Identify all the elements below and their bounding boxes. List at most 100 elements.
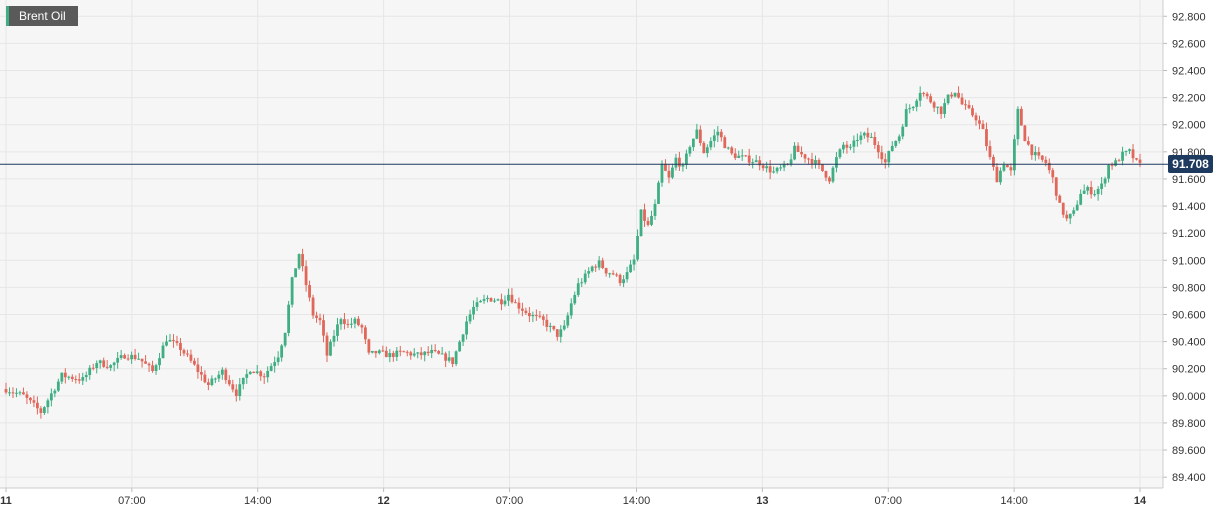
candle <box>402 350 406 353</box>
candle-body <box>625 272 629 280</box>
candle <box>559 325 563 343</box>
candle-body <box>758 160 762 166</box>
candle-body <box>1124 150 1128 152</box>
y-tick-label: 90.600 <box>1172 309 1206 321</box>
candle <box>869 132 873 138</box>
candle <box>1006 164 1009 168</box>
candle <box>1114 157 1117 167</box>
candle-body <box>507 294 510 301</box>
candle-body <box>691 138 695 148</box>
candle <box>234 384 238 402</box>
candle <box>667 164 671 184</box>
candle <box>370 350 374 354</box>
candle-body <box>992 156 995 167</box>
candle <box>754 154 758 163</box>
candle-body <box>730 147 734 154</box>
candle <box>346 319 350 329</box>
candle <box>1009 163 1013 176</box>
candle-body <box>210 378 214 385</box>
candle-body <box>639 209 643 237</box>
candle <box>53 388 57 398</box>
candle-body <box>573 294 577 304</box>
candle-body <box>908 108 912 110</box>
candle <box>350 317 353 329</box>
candle <box>531 311 535 323</box>
candle-body <box>705 147 709 154</box>
candle <box>939 105 943 119</box>
candle-body <box>807 158 810 160</box>
candle-body <box>370 350 374 353</box>
x-tick-label: 14:00 <box>244 495 272 507</box>
candle <box>109 364 113 371</box>
candle <box>1086 185 1090 195</box>
candle-body <box>1058 195 1062 203</box>
candle-body <box>629 264 632 273</box>
candle <box>995 163 999 183</box>
candle-body <box>42 407 46 413</box>
candle-body <box>922 92 926 94</box>
candle <box>1019 106 1023 126</box>
candle-body <box>800 151 803 155</box>
candle-body <box>915 100 919 107</box>
candle <box>702 141 706 154</box>
candle <box>210 375 214 387</box>
candle-body <box>287 304 291 333</box>
chart-title: Brent Oil <box>6 6 78 26</box>
candle <box>733 148 737 161</box>
candle <box>175 335 179 346</box>
candle <box>793 142 796 161</box>
candle-body <box>472 306 475 315</box>
x-tick-label: 07:00 <box>874 495 902 507</box>
candle <box>908 104 912 114</box>
candle-body <box>18 392 22 394</box>
candle <box>486 295 489 303</box>
candle-body <box>39 408 43 413</box>
candle <box>751 158 755 169</box>
y-tick-label: 92.000 <box>1172 120 1206 132</box>
candle <box>182 348 186 357</box>
candle-body <box>918 92 922 101</box>
candle <box>674 153 678 171</box>
candle-body <box>1128 149 1131 151</box>
candle-body <box>95 363 99 369</box>
candle <box>1075 200 1079 211</box>
candle-body <box>350 323 353 325</box>
candle <box>412 348 416 358</box>
candle-body <box>688 147 692 154</box>
x-tick-label: 14 <box>1134 495 1147 507</box>
candle-body <box>367 339 371 353</box>
candle-body <box>486 297 489 300</box>
candle-body <box>172 339 175 342</box>
candle-body <box>179 342 182 351</box>
candle-body <box>664 163 667 171</box>
candle-body <box>510 294 514 303</box>
candle <box>329 339 332 357</box>
candle-body <box>203 374 207 383</box>
candle <box>981 120 985 130</box>
candle-body <box>726 147 730 149</box>
candle-body <box>793 145 796 160</box>
candle <box>8 387 11 397</box>
candle-body <box>821 164 824 172</box>
candle-body <box>859 135 863 141</box>
candle <box>625 266 629 283</box>
candle <box>290 276 294 308</box>
candle <box>398 345 402 357</box>
candle <box>1016 106 1020 146</box>
candle-body <box>824 171 828 178</box>
candle-body <box>161 345 165 359</box>
candle <box>105 360 109 370</box>
candle <box>730 145 734 156</box>
candle <box>862 131 866 139</box>
candle <box>405 350 409 357</box>
candle <box>357 316 360 327</box>
y-tick-label: 92.400 <box>1172 65 1206 77</box>
candle-body <box>357 318 360 326</box>
candle <box>454 350 458 367</box>
candle <box>1054 177 1058 201</box>
current-price-tag: 91.708 <box>1168 155 1213 173</box>
candle <box>112 361 116 372</box>
y-tick-label: 92.600 <box>1172 38 1206 50</box>
candle-body <box>468 314 472 322</box>
